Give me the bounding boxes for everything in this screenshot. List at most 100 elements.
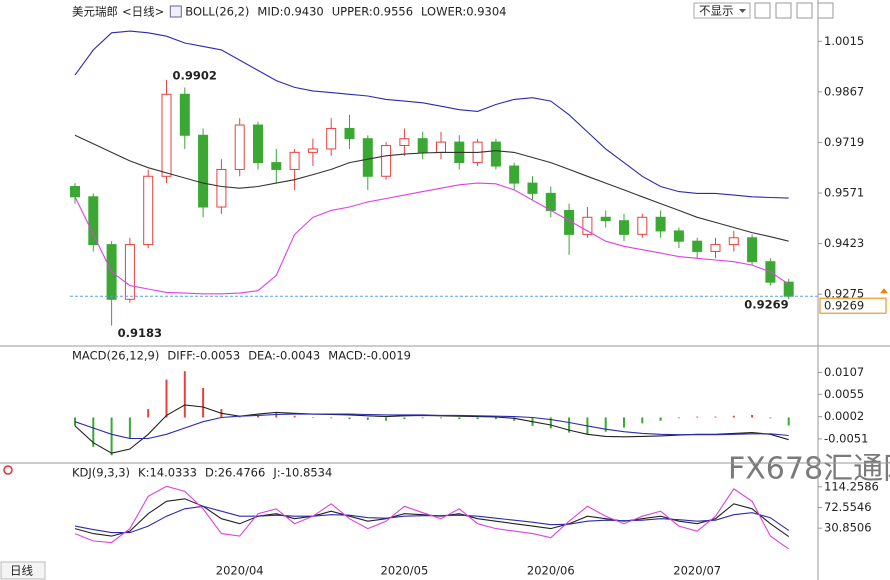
macd-bar: [385, 417, 388, 421]
candle-body: [326, 127, 337, 150]
legend-item: MACD:-0.0019: [328, 349, 411, 363]
x-tick-label: 2020/06: [527, 564, 575, 578]
indicator-line: [74, 134, 789, 242]
y-tick-label: 114.2586: [824, 479, 879, 493]
candle-body: [783, 281, 794, 297]
y-tick-label: -0.0051: [824, 431, 868, 445]
period-button[interactable]: [0, 561, 46, 580]
y-tick-label: 0.0107: [824, 365, 864, 379]
y-tick-label: 1.0015: [824, 34, 864, 48]
y-tick-label: 0.9719: [824, 135, 864, 149]
macd-bar: [403, 417, 406, 420]
macd-bar: [330, 417, 333, 419]
candle-body: [399, 138, 410, 147]
macd-bar: [732, 415, 735, 418]
macd-bar: [238, 417, 241, 418]
high-label: 0.9902: [173, 68, 217, 82]
macd-bar: [494, 417, 497, 420]
indicator-line: [74, 413, 789, 440]
candle-body: [545, 192, 556, 211]
candle-body: [307, 148, 318, 153]
macd-bar: [604, 417, 607, 432]
legend-item: UPPER:0.9556: [332, 5, 413, 19]
y-tick-label: 72.5546: [824, 500, 872, 514]
macd-bar: [696, 416, 699, 418]
toolbar: 不显示: [693, 2, 834, 19]
x-tick-label: 2020/05: [381, 564, 429, 578]
y-tick-label: 0.9423: [824, 236, 864, 250]
legend-item: DIFF:-0.0053: [167, 349, 240, 363]
candle-body: [490, 141, 501, 167]
candle-body: [161, 93, 172, 177]
settings-icon[interactable]: [3, 465, 13, 475]
tool-button[interactable]: [817, 2, 834, 19]
macd-bar: [623, 417, 625, 428]
indicator-line: [74, 485, 790, 550]
legend-item: J:-10.8534: [272, 466, 332, 480]
candle-body: [673, 230, 684, 242]
indicator-icon: [169, 5, 182, 18]
candle-body: [655, 216, 666, 232]
candle-body: [619, 220, 629, 235]
candle-body: [88, 196, 99, 246]
y-tick-label: 30.8506: [824, 521, 872, 535]
macd-bar: [293, 415, 296, 418]
instrument-title: 美元瑞郎: [72, 5, 118, 19]
candle-body: [692, 240, 703, 252]
macd-bar: [549, 417, 552, 429]
macd-bar: [513, 417, 516, 421]
candle-body: [381, 145, 392, 177]
candle-body: [509, 165, 520, 184]
candle-body: [216, 168, 227, 208]
price-arrow: [880, 288, 888, 294]
y-tick-label: 0.0055: [824, 387, 864, 401]
x-tick-label: 2020/07: [673, 564, 721, 578]
macd-bar: [440, 417, 442, 419]
macd-bar: [568, 417, 571, 433]
legend-item: K:14.0333: [138, 466, 197, 480]
candle-body: [728, 237, 739, 246]
indicator-line: [74, 30, 789, 199]
dropdown-label[interactable]: 不显示: [699, 4, 734, 18]
legend-item: BOLL(26,2): [185, 5, 249, 19]
macd-bar: [366, 417, 369, 420]
legend-item: MACD(26,12,9): [72, 349, 159, 363]
macd-bar: [183, 371, 186, 418]
macd-bar: [714, 416, 717, 418]
indicator-line: [74, 182, 790, 295]
macd-bar: [202, 388, 205, 418]
price-tag: 0.9269: [824, 299, 864, 313]
watermark: FX678汇通网: [728, 452, 890, 487]
macd-bar: [257, 414, 259, 418]
candle-body: [289, 151, 300, 170]
price-tag-box: [819, 297, 887, 314]
tool-button[interactable]: [796, 2, 813, 19]
macd-bar: [128, 417, 131, 439]
candle-body: [198, 134, 209, 208]
candle-body: [417, 138, 428, 153]
candle-body: [710, 244, 721, 252]
candle-body: [179, 93, 190, 136]
macd-bar: [421, 417, 424, 419]
candle-body: [344, 127, 355, 140]
legend-item: D:26.4766: [205, 466, 265, 480]
macd-bar: [92, 417, 95, 447]
macd-bar: [110, 417, 113, 456]
macd-bar: [769, 417, 772, 419]
legend-item: MID:0.9430: [257, 5, 323, 19]
candle-body: [436, 141, 446, 153]
macd-bar: [458, 417, 461, 420]
period-button-label[interactable]: 日线: [10, 564, 33, 578]
macd-bar: [476, 417, 479, 420]
dropdown[interactable]: [693, 2, 751, 19]
candle-body: [637, 216, 648, 235]
macd-bar: [677, 417, 680, 419]
tool-button[interactable]: [775, 2, 792, 19]
dropdown-arrow: [739, 9, 746, 13]
candle-body: [124, 244, 135, 300]
period-label: <日线>: [122, 5, 164, 19]
x-tick-label: 2020/04: [216, 564, 264, 578]
tool-button[interactable]: [754, 2, 771, 19]
legend-item: DEA:-0.0043: [248, 349, 320, 363]
